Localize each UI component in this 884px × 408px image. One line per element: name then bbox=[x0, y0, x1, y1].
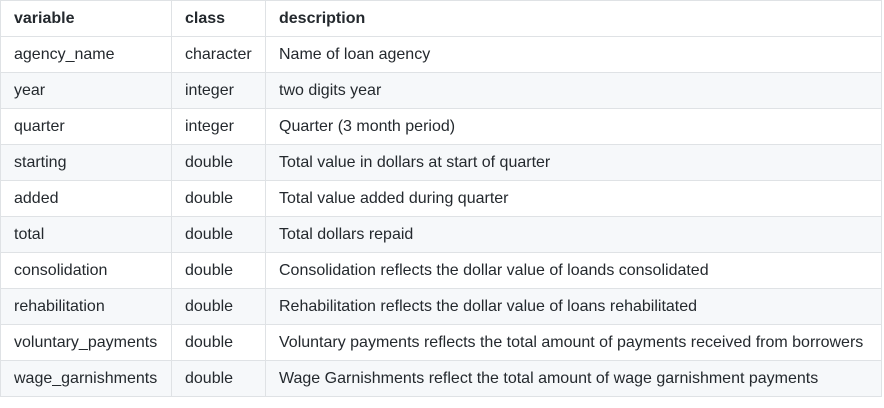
cell-description: Total dollars repaid bbox=[265, 216, 882, 253]
cell-class: double bbox=[171, 360, 266, 397]
cell-class: double bbox=[171, 252, 266, 289]
header-class: class bbox=[171, 0, 266, 37]
cell-class: double bbox=[171, 180, 266, 217]
table-body: agency_name character Name of loan agenc… bbox=[0, 36, 882, 397]
cell-variable: total bbox=[0, 216, 172, 253]
cell-variable: year bbox=[0, 72, 172, 109]
table-row: total double Total dollars repaid bbox=[0, 216, 882, 253]
cell-description: Name of loan agency bbox=[265, 36, 882, 73]
cell-variable: quarter bbox=[0, 108, 172, 145]
cell-variable: consolidation bbox=[0, 252, 172, 289]
cell-class: integer bbox=[171, 108, 266, 145]
cell-description: two digits year bbox=[265, 72, 882, 109]
cell-class: double bbox=[171, 324, 266, 361]
table-row: consolidation double Consolidation refle… bbox=[0, 252, 882, 289]
header-description: description bbox=[265, 0, 882, 37]
cell-class: double bbox=[171, 288, 266, 325]
cell-class: double bbox=[171, 144, 266, 181]
cell-description: Total value added during quarter bbox=[265, 180, 882, 217]
table-row: quarter integer Quarter (3 month period) bbox=[0, 108, 882, 145]
table-header: variable class description bbox=[0, 0, 882, 37]
cell-class: double bbox=[171, 216, 266, 253]
table-row: wage_garnishments double Wage Garnishmen… bbox=[0, 360, 882, 397]
header-row: variable class description bbox=[0, 0, 882, 37]
cell-variable: agency_name bbox=[0, 36, 172, 73]
cell-description: Voluntary payments reflects the total am… bbox=[265, 324, 882, 361]
table-row: starting double Total value in dollars a… bbox=[0, 144, 882, 181]
header-variable: variable bbox=[0, 0, 172, 37]
cell-description: Wage Garnishments reflect the total amou… bbox=[265, 360, 882, 397]
table-row: rehabilitation double Rehabilitation ref… bbox=[0, 288, 882, 325]
cell-description: Total value in dollars at start of quart… bbox=[265, 144, 882, 181]
cell-variable: rehabilitation bbox=[0, 288, 172, 325]
cell-class: integer bbox=[171, 72, 266, 109]
cell-description: Quarter (3 month period) bbox=[265, 108, 882, 145]
table-row: voluntary_payments double Voluntary paym… bbox=[0, 324, 882, 361]
table-row: added double Total value added during qu… bbox=[0, 180, 882, 217]
cell-variable: starting bbox=[0, 144, 172, 181]
cell-class: character bbox=[171, 36, 266, 73]
variable-table: variable class description agency_name c… bbox=[0, 0, 882, 397]
table-row: agency_name character Name of loan agenc… bbox=[0, 36, 882, 73]
cell-variable: wage_garnishments bbox=[0, 360, 172, 397]
cell-variable: added bbox=[0, 180, 172, 217]
table-row: year integer two digits year bbox=[0, 72, 882, 109]
cell-variable: voluntary_payments bbox=[0, 324, 172, 361]
cell-description: Rehabilitation reflects the dollar value… bbox=[265, 288, 882, 325]
cell-description: Consolidation reflects the dollar value … bbox=[265, 252, 882, 289]
